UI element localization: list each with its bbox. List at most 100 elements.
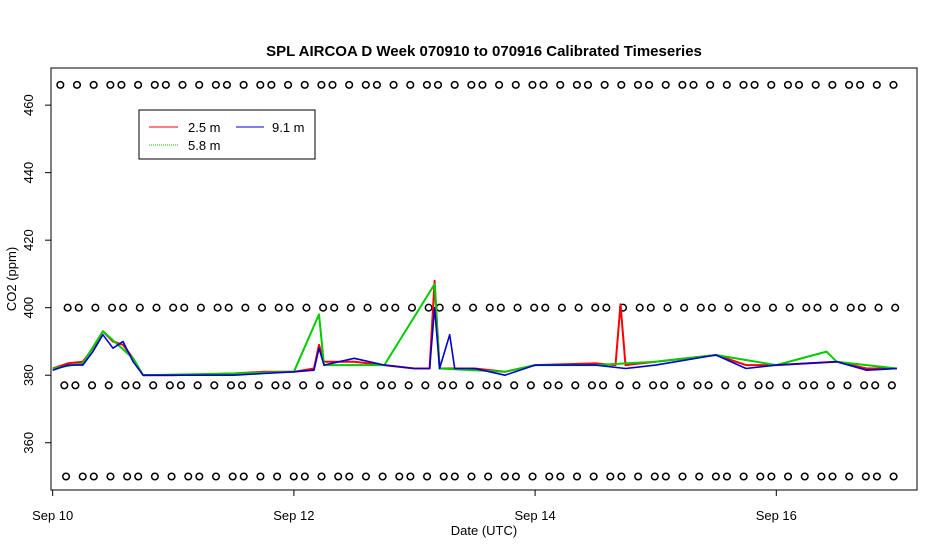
flag-marker bbox=[661, 472, 670, 481]
flag-marker bbox=[256, 472, 265, 481]
legend-box bbox=[138, 109, 316, 160]
flag-marker bbox=[615, 381, 624, 390]
flag-marker bbox=[663, 303, 672, 312]
flag-marker bbox=[422, 80, 431, 89]
flag-marker bbox=[478, 80, 487, 89]
flag-marker bbox=[407, 303, 417, 312]
flag-marker bbox=[572, 472, 582, 481]
flag-marker bbox=[571, 381, 580, 390]
flag-marker bbox=[860, 381, 869, 390]
flag-marker bbox=[767, 80, 776, 89]
flag-marker bbox=[750, 80, 759, 89]
flag-marker bbox=[722, 472, 732, 481]
series-lines bbox=[52, 279, 898, 377]
flag-marker bbox=[300, 472, 309, 481]
flag-marker bbox=[754, 381, 763, 390]
flag-marker bbox=[784, 472, 793, 481]
flag-marker bbox=[285, 303, 294, 312]
flag-marker bbox=[467, 472, 476, 481]
flag-marker bbox=[104, 381, 113, 390]
x-axis: Sep 10 Sep 12 Sep 14 Sep 16 bbox=[32, 489, 797, 523]
flag-marker bbox=[528, 80, 537, 89]
flag-marker bbox=[889, 80, 898, 89]
flag-marker bbox=[874, 303, 883, 312]
flag-marker bbox=[239, 80, 248, 89]
flag-marker bbox=[767, 472, 776, 481]
flag-marker bbox=[752, 303, 761, 312]
flag-marker bbox=[226, 381, 236, 390]
flag-marker bbox=[843, 381, 852, 390]
flag-marker bbox=[828, 80, 837, 89]
flag-marker bbox=[450, 472, 459, 481]
flag-marker bbox=[299, 381, 308, 390]
legend-label-series-2: 5.8 m bbox=[188, 138, 221, 153]
flag-marker bbox=[817, 472, 826, 481]
flag-marker bbox=[343, 381, 352, 390]
flag-marker bbox=[591, 303, 600, 312]
flag-marker bbox=[345, 472, 354, 481]
flag-marker bbox=[528, 472, 537, 481]
flag-marker bbox=[449, 381, 458, 390]
flag-marker bbox=[649, 381, 658, 390]
flag-marker bbox=[526, 381, 535, 390]
flag-marker bbox=[88, 381, 97, 390]
flag-marker bbox=[315, 381, 324, 390]
flag-marker bbox=[360, 381, 369, 390]
flag-marker bbox=[271, 381, 280, 390]
flag-marker bbox=[328, 80, 337, 89]
flag-marker bbox=[222, 80, 232, 89]
flag-marker bbox=[632, 381, 641, 390]
flag-marker bbox=[660, 381, 669, 390]
flag-marker bbox=[387, 381, 397, 390]
flag-marker bbox=[89, 80, 98, 89]
flag-marker bbox=[152, 303, 161, 312]
flag-marker bbox=[404, 381, 413, 390]
flag-marker bbox=[511, 472, 520, 481]
flag-marker bbox=[391, 303, 400, 312]
flag-marker bbox=[676, 381, 685, 390]
flag-marker bbox=[361, 472, 370, 481]
flag-marker bbox=[693, 381, 702, 390]
flag-marker bbox=[380, 303, 389, 312]
flag-marker bbox=[330, 303, 339, 312]
flag-marker bbox=[861, 472, 870, 481]
flag-marker bbox=[378, 472, 387, 481]
flag-marker bbox=[119, 303, 128, 312]
flag-marker bbox=[132, 381, 141, 390]
flag-marker bbox=[74, 303, 83, 312]
flag-marker bbox=[469, 303, 478, 312]
flag-marker bbox=[237, 381, 247, 390]
flag-marker bbox=[587, 381, 597, 390]
flag-marker bbox=[121, 381, 130, 390]
y-axis: 360 380 400 420 440 460 bbox=[21, 94, 52, 454]
flag-marker bbox=[724, 303, 733, 312]
flag-marker bbox=[557, 303, 566, 312]
y-tick-label: 440 bbox=[21, 162, 36, 184]
flag-marker bbox=[872, 80, 881, 89]
flag-marker bbox=[891, 303, 900, 312]
flag-marker bbox=[169, 303, 178, 312]
flag-marker bbox=[598, 381, 608, 390]
flag-marker bbox=[302, 303, 311, 312]
y-tick-label: 380 bbox=[21, 364, 36, 386]
flag-marker bbox=[810, 381, 819, 390]
flag-marker bbox=[887, 381, 896, 390]
flag-marker bbox=[800, 472, 809, 481]
flag-marker bbox=[721, 381, 730, 390]
flag-marker bbox=[482, 381, 491, 390]
flag-marker bbox=[180, 303, 189, 312]
flag-marker bbox=[574, 303, 583, 312]
flag-marker bbox=[722, 80, 731, 89]
y-tick-label: 400 bbox=[21, 297, 36, 319]
flag-marker bbox=[300, 80, 309, 89]
flag-marker bbox=[361, 80, 370, 89]
flag-marker bbox=[856, 80, 865, 89]
series-line-1 bbox=[52, 279, 897, 377]
flag-marker bbox=[239, 472, 248, 481]
x-tick-label: Sep 10 bbox=[32, 508, 73, 523]
flag-marker bbox=[289, 472, 298, 481]
flag-marker bbox=[195, 472, 204, 481]
flag-marker bbox=[406, 80, 415, 89]
